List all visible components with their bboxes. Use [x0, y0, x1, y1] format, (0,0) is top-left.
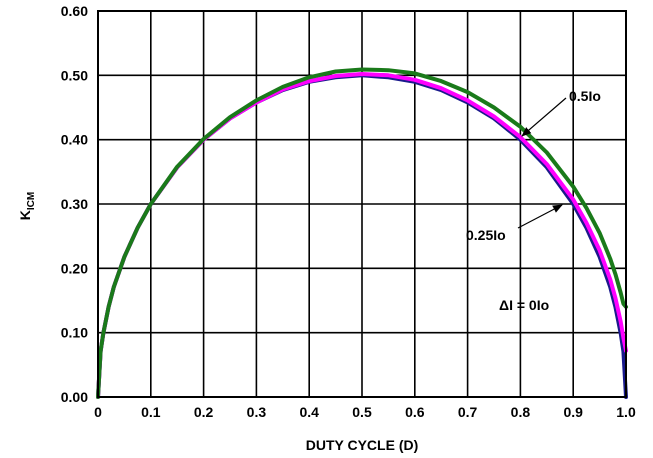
x-tick-label: 0 — [94, 404, 102, 420]
x-tick-label: 0.3 — [247, 404, 267, 420]
x-tick-label: 0.2 — [194, 404, 214, 420]
x-tick-label: 1.0 — [616, 404, 636, 420]
plot-frame — [97, 10, 627, 398]
annotation-label-05io: 0.5Io — [569, 88, 601, 104]
x-tick-label: 0.5 — [352, 404, 372, 420]
y-tick-label: 0.60 — [61, 3, 88, 19]
y-axis-label-main: K — [17, 210, 33, 220]
series-group — [96, 67, 628, 399]
x-tick-label: 0.8 — [511, 404, 531, 420]
series-line-0-5io — [96, 67, 628, 399]
y-tick-label: 0.30 — [61, 196, 88, 212]
x-tick-label: 0.6 — [405, 404, 425, 420]
y-tick-labels: 0.00 0.10 0.20 0.30 0.40 0.50 0.60 — [61, 3, 88, 405]
y-tick-label: 0.10 — [61, 325, 88, 341]
annotation-label-0io: ΔI = 0Io — [499, 297, 549, 313]
x-tick-label: 0.7 — [458, 404, 478, 420]
x-tick-label: 0.1 — [141, 404, 161, 420]
annotations: 0.5Io 0.25Io ΔI = 0Io — [466, 88, 601, 313]
y-axis-label-subscript: ICM — [26, 192, 37, 210]
annotation-arrow-025io — [517, 204, 563, 229]
annotation-label-025io: 0.25Io — [466, 227, 506, 243]
x-tick-label: 0.4 — [299, 404, 319, 420]
x-tick-labels: 0 0.1 0.2 0.3 0.4 0.5 0.6 0.7 0.8 0.9 1.0 — [94, 404, 636, 420]
y-tick-label: 0.40 — [61, 132, 88, 148]
annotation-arrow-05io — [521, 97, 567, 137]
y-tick-label: 0.20 — [61, 260, 88, 276]
x-axis-label: DUTY CYCLE (D) — [306, 437, 419, 453]
x-tick-label: 0.9 — [563, 404, 583, 420]
y-tick-label: 0.50 — [61, 67, 88, 83]
y-tick-label: 0.00 — [61, 389, 88, 405]
y-axis-label: KICM — [17, 192, 37, 220]
